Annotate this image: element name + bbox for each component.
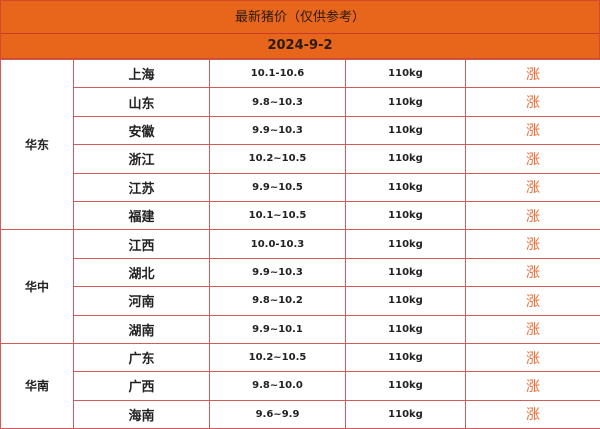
price-cell: 10.2~10.5	[210, 343, 346, 371]
trend-cell: 涨	[466, 173, 600, 201]
trend-cell: 涨	[466, 315, 600, 343]
region-cell: 华东	[1, 60, 74, 230]
province-cell: 湖南	[74, 315, 210, 343]
trend-cell: 涨	[466, 88, 600, 116]
price-cell: 9.9~10.1	[210, 315, 346, 343]
province-cell: 江西	[74, 230, 210, 258]
price-cell: 9.9~10.5	[210, 173, 346, 201]
trend-cell: 涨	[466, 343, 600, 371]
price-cell: 9.8~10.3	[210, 88, 346, 116]
weight-cell: 110kg	[346, 201, 466, 229]
trend-cell: 涨	[466, 201, 600, 229]
table-header: 最新猪价（仅供参考） 2024-9-2	[0, 0, 600, 59]
price-cell: 9.8~10.0	[210, 372, 346, 400]
province-cell: 广西	[74, 372, 210, 400]
province-cell: 河南	[74, 287, 210, 315]
weight-cell: 110kg	[346, 372, 466, 400]
region-cell: 华中	[1, 230, 74, 344]
province-cell: 江苏	[74, 173, 210, 201]
region-cell: 华南	[1, 343, 74, 428]
province-cell: 安徽	[74, 116, 210, 144]
weight-cell: 110kg	[346, 116, 466, 144]
price-cell: 10.1-10.6	[210, 60, 346, 88]
table-date: 2024-9-2	[1, 33, 599, 58]
trend-cell: 涨	[466, 400, 600, 428]
weight-cell: 110kg	[346, 60, 466, 88]
province-cell: 海南	[74, 400, 210, 428]
weight-cell: 110kg	[346, 173, 466, 201]
province-cell: 浙江	[74, 145, 210, 173]
price-cell: 10.1~10.5	[210, 201, 346, 229]
trend-cell: 涨	[466, 116, 600, 144]
trend-cell: 涨	[466, 287, 600, 315]
weight-cell: 110kg	[346, 230, 466, 258]
price-cell: 10.2~10.5	[210, 145, 346, 173]
trend-cell: 涨	[466, 60, 600, 88]
price-cell: 10.0-10.3	[210, 230, 346, 258]
price-cell: 9.8~10.2	[210, 287, 346, 315]
trend-cell: 涨	[466, 230, 600, 258]
province-cell: 山东	[74, 88, 210, 116]
weight-cell: 110kg	[346, 400, 466, 428]
trend-cell: 涨	[466, 145, 600, 173]
price-cell: 9.9~10.3	[210, 258, 346, 286]
price-cell: 9.9~10.3	[210, 116, 346, 144]
weight-cell: 110kg	[346, 145, 466, 173]
trend-cell: 涨	[466, 258, 600, 286]
province-cell: 广东	[74, 343, 210, 371]
weight-cell: 110kg	[346, 88, 466, 116]
weight-cell: 110kg	[346, 343, 466, 371]
weight-cell: 110kg	[346, 258, 466, 286]
province-cell: 福建	[74, 201, 210, 229]
table-title: 最新猪价（仅供参考）	[1, 2, 599, 33]
trend-cell: 涨	[466, 372, 600, 400]
weight-cell: 110kg	[346, 287, 466, 315]
price-cell: 9.6~9.9	[210, 400, 346, 428]
weight-cell: 110kg	[346, 315, 466, 343]
province-cell: 上海	[74, 60, 210, 88]
province-cell: 湖北	[74, 258, 210, 286]
